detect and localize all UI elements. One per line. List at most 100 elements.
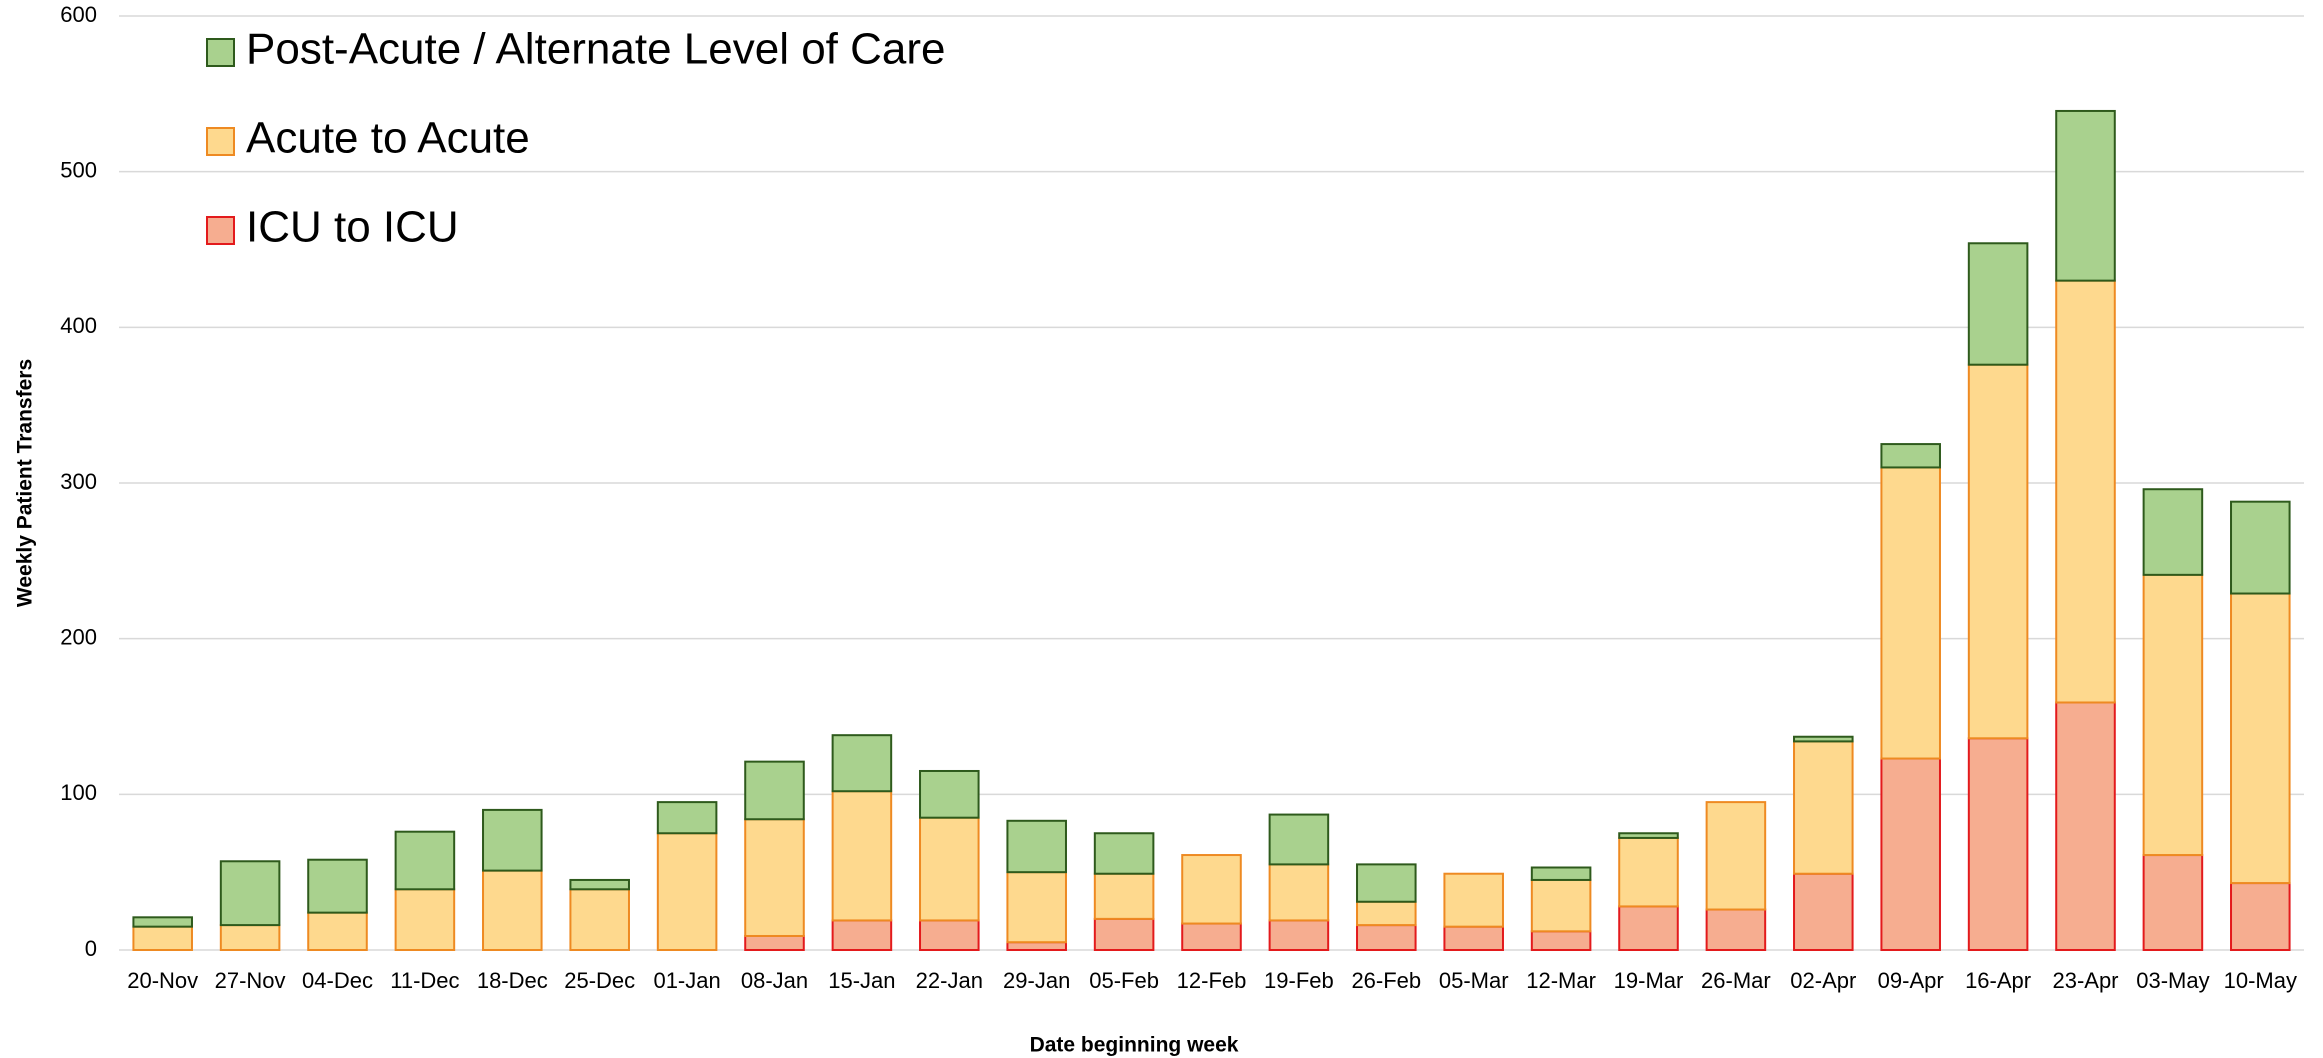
bar-segment <box>569 878 630 891</box>
bar-segment <box>1705 908 1767 952</box>
x-tick-label: 12-Mar <box>1526 968 1596 993</box>
x-tick-label: 19-Mar <box>1614 968 1684 993</box>
bar-segment <box>744 934 805 951</box>
bar-segment <box>2230 882 2291 952</box>
bar-segment <box>2230 500 2291 595</box>
x-tick-label: 27-Nov <box>215 968 286 993</box>
bar-segment <box>2055 279 2116 704</box>
x-tick-label: 11-Dec <box>390 968 459 993</box>
bar-segment <box>1268 813 1330 866</box>
bar-segment <box>1793 740 1854 875</box>
bar-segment <box>1443 925 1504 952</box>
x-axis-title: Date beginning week <box>1030 1034 1239 1057</box>
x-tick-label: 22-Jan <box>916 968 983 993</box>
y-tick-label: 400 <box>60 313 97 338</box>
bar-segment <box>1618 832 1679 839</box>
legend-swatch <box>206 216 235 245</box>
x-tick-label: 03-May <box>2136 968 2209 993</box>
bar-segment <box>1006 819 1067 874</box>
x-tick-label: 26-Feb <box>1351 968 1421 993</box>
bar-segment <box>1530 866 1592 881</box>
bar-segment <box>1530 930 1592 952</box>
bar-segment <box>1356 863 1417 903</box>
bar-segment <box>656 801 718 835</box>
legend-label: ICU to ICU <box>246 203 459 252</box>
y-tick-label: 600 <box>60 2 97 27</box>
bar-segment <box>2230 592 2291 885</box>
bar-segment <box>919 919 980 952</box>
legend-label: Acute to Acute <box>246 114 530 163</box>
bar-segment <box>2055 701 2116 951</box>
bar-segment <box>2142 854 2204 951</box>
bar-segment <box>1356 900 1417 927</box>
bar-segment <box>2055 109 2116 282</box>
x-tick-label: 01-Jan <box>653 968 720 993</box>
x-tick-label: 16-Apr <box>1965 968 2031 993</box>
x-tick-label: 25-Dec <box>564 968 635 993</box>
bar-segment <box>831 919 893 952</box>
bar-segment <box>1793 872 1854 951</box>
legend-swatch <box>206 38 235 67</box>
bar-segment <box>1618 836 1679 908</box>
bar-segment <box>2142 573 2204 857</box>
y-tick-label: 100 <box>60 780 97 805</box>
bar-segment <box>919 816 980 922</box>
bar-segment <box>1093 872 1155 920</box>
x-tick-label: 26-Mar <box>1701 968 1771 993</box>
x-tick-label: 15-Jan <box>828 968 895 993</box>
bar-segment <box>1181 854 1242 925</box>
bar-segment <box>307 858 368 914</box>
bar-segment <box>919 769 980 819</box>
bar-segment <box>132 916 193 928</box>
y-tick-label: 500 <box>60 157 97 182</box>
bar-segment <box>569 888 630 951</box>
bar-segment <box>132 925 193 952</box>
bar-segment <box>744 818 805 937</box>
bar-segment <box>1181 922 1242 952</box>
legend-label: Post-Acute / Alternate Level of Care <box>246 25 946 74</box>
bar-segment <box>831 734 893 793</box>
bar-segment <box>1356 924 1417 951</box>
bar-segment <box>1880 757 1941 952</box>
bar-segment <box>307 911 368 952</box>
y-tick-label: 200 <box>60 624 97 649</box>
bar-segment <box>1268 863 1330 922</box>
x-tick-label: 19-Feb <box>1264 968 1334 993</box>
x-tick-label: 20-Nov <box>127 968 198 993</box>
x-tick-label: 08-Jan <box>741 968 808 993</box>
bar-segment <box>2142 488 2204 576</box>
bar-segment <box>1880 466 1941 760</box>
bar-segment <box>482 869 543 951</box>
bar-segment <box>1006 941 1067 952</box>
bar-segment <box>1880 443 1941 469</box>
bar-segment <box>1967 363 2029 740</box>
bar-segment <box>1093 832 1155 875</box>
bar-segment <box>831 790 893 922</box>
bar-segment <box>1530 878 1592 933</box>
bar-segment <box>656 832 718 951</box>
x-tick-label: 02-Apr <box>1790 968 1856 993</box>
bar-segment <box>219 860 281 927</box>
bar-segment <box>1618 905 1679 951</box>
bar-segment <box>1443 872 1504 928</box>
x-tick-label: 04-Dec <box>302 968 373 993</box>
x-tick-label: 18-Dec <box>477 968 548 993</box>
bar-segment <box>1705 801 1767 911</box>
bar-segment <box>394 830 456 891</box>
x-tick-label: 10-May <box>2224 968 2297 993</box>
x-tick-label: 05-Feb <box>1089 968 1159 993</box>
bar-segment <box>1967 737 2029 951</box>
x-tick-label: 23-Apr <box>2052 968 2118 993</box>
x-tick-label: 05-Mar <box>1439 968 1509 993</box>
bar-segment <box>1967 242 2029 366</box>
legend-swatch <box>206 127 235 156</box>
y-tick-label: 0 <box>85 936 97 961</box>
x-tick-label: 12-Feb <box>1177 968 1247 993</box>
bar-segment <box>394 888 456 951</box>
bar-segment <box>219 924 281 951</box>
bar-segment <box>1093 917 1155 951</box>
y-tick-label: 300 <box>60 469 97 494</box>
bar-segment <box>744 760 805 821</box>
x-tick-label: 29-Jan <box>1003 968 1070 993</box>
